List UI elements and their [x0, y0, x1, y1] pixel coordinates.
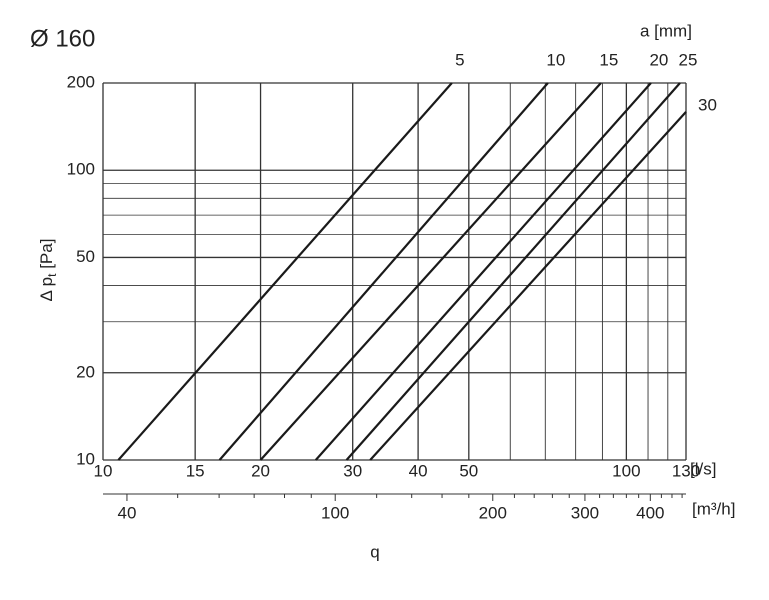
series-line: [314, 82, 652, 461]
series-label: 10: [546, 50, 565, 69]
chart-title: Ø 160: [30, 25, 95, 52]
x-tick-label: 30: [343, 461, 362, 480]
series-line: [218, 82, 549, 461]
y-tick-label: 10: [76, 449, 95, 468]
x2-unit: [m³/h]: [692, 499, 735, 518]
y-tick-label: 20: [76, 362, 95, 381]
x2-tick-label: 300: [571, 503, 599, 522]
x2-tick-label: 400: [636, 503, 664, 522]
x-tick-label: 10: [94, 461, 113, 480]
x-axis-label: q: [370, 542, 379, 561]
series-label: 20: [649, 50, 668, 69]
series-label: 30: [698, 95, 717, 114]
y-label-unit: [Pa]: [37, 239, 56, 274]
series-line: [259, 82, 602, 461]
series-axis-label: a [mm]: [640, 21, 692, 40]
x2-tick-label: 40: [117, 503, 136, 522]
x-tick-label: 15: [186, 461, 205, 480]
series-label: 5: [455, 50, 464, 69]
x-tick-label: 50: [459, 461, 478, 480]
y-tick-label: 100: [67, 160, 95, 179]
series-line: [117, 82, 453, 461]
y-label-main: Δ p: [37, 277, 56, 302]
series-line: [369, 111, 687, 461]
x-tick-label: 130: [672, 461, 700, 480]
x-tick-label: 100: [612, 461, 640, 480]
y-label-sub: t: [45, 273, 59, 277]
series-line: [345, 82, 681, 461]
series-label: 15: [599, 50, 618, 69]
x-unit: [l/s]: [690, 459, 716, 478]
y-tick-label: 50: [76, 247, 95, 266]
y-tick-label: 200: [67, 72, 95, 91]
x2-tick-label: 200: [479, 503, 507, 522]
series-label: 25: [679, 50, 698, 69]
y-axis-label: Δ pt [Pa]: [37, 239, 59, 302]
x-tick-label: 20: [251, 461, 270, 480]
x2-tick-label: 100: [321, 503, 349, 522]
x-tick-label: 40: [409, 461, 428, 480]
